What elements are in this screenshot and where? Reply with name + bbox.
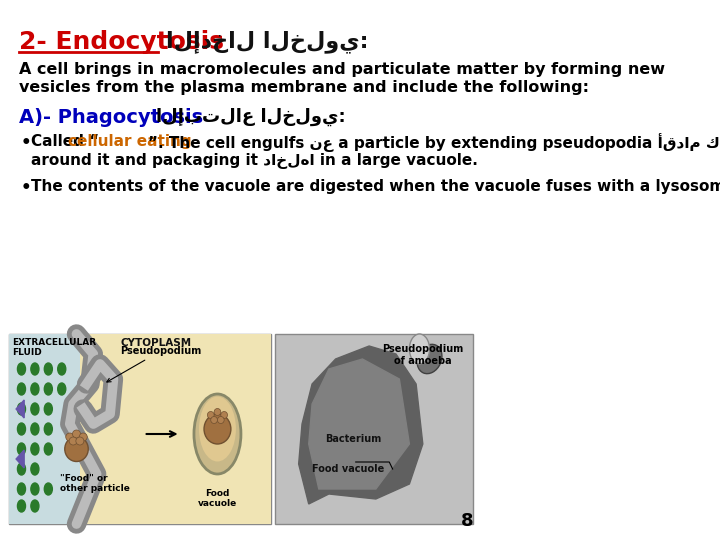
- Circle shape: [58, 363, 66, 375]
- Ellipse shape: [69, 437, 77, 445]
- Ellipse shape: [199, 396, 236, 462]
- Ellipse shape: [207, 411, 214, 418]
- Text: CYTOPLASM: CYTOPLASM: [120, 338, 192, 348]
- Circle shape: [31, 443, 39, 455]
- Text: Pseudopodium: Pseudopodium: [382, 344, 464, 354]
- Ellipse shape: [76, 437, 84, 445]
- Polygon shape: [16, 400, 24, 418]
- Text: ”. The cell engulfs نع a particle by extending pseudopodia أقدام كلبية: ”. The cell engulfs نع a particle by ext…: [148, 134, 720, 153]
- Polygon shape: [299, 346, 423, 504]
- Text: other particle: other particle: [60, 484, 130, 493]
- Circle shape: [31, 483, 39, 495]
- Text: EXTRACELLULAR: EXTRACELLULAR: [12, 338, 96, 347]
- Text: of amoeba: of amoeba: [394, 356, 451, 366]
- Text: 8: 8: [461, 512, 473, 530]
- Text: A)- Phagocytosis: A)- Phagocytosis: [19, 108, 203, 127]
- Circle shape: [45, 423, 53, 435]
- Polygon shape: [16, 450, 24, 468]
- Circle shape: [31, 500, 39, 512]
- Text: الإدخال الخلوي:: الإدخال الخلوي:: [166, 30, 369, 53]
- Text: "Food" or: "Food" or: [60, 474, 107, 483]
- Polygon shape: [309, 359, 410, 489]
- Circle shape: [45, 483, 53, 495]
- Text: •: •: [20, 179, 31, 197]
- Ellipse shape: [79, 433, 87, 441]
- Text: •: •: [20, 134, 31, 152]
- Circle shape: [17, 403, 25, 415]
- Text: Pseudopodium: Pseudopodium: [107, 346, 202, 382]
- Text: vesicles from the plasma membrane and include the following:: vesicles from the plasma membrane and in…: [19, 80, 589, 95]
- Circle shape: [17, 463, 25, 475]
- Text: الإبتلاع الخلوي:: الإبتلاع الخلوي:: [156, 108, 346, 126]
- Text: Food vacuole: Food vacuole: [312, 464, 384, 474]
- Ellipse shape: [66, 433, 74, 441]
- Circle shape: [45, 443, 53, 455]
- Text: Food: Food: [205, 489, 230, 498]
- Ellipse shape: [221, 411, 228, 418]
- Bar: [9, 334, 271, 524]
- Text: A cell brings in macromolecules and particulate matter by forming new: A cell brings in macromolecules and part…: [19, 62, 665, 77]
- Bar: [9, 334, 80, 524]
- Ellipse shape: [73, 430, 81, 438]
- Ellipse shape: [204, 414, 231, 444]
- Circle shape: [410, 334, 430, 364]
- Bar: [275, 334, 473, 524]
- Circle shape: [17, 383, 25, 395]
- Circle shape: [17, 483, 25, 495]
- Circle shape: [31, 363, 39, 375]
- Text: Called “: Called “: [31, 134, 99, 149]
- Circle shape: [31, 463, 39, 475]
- Circle shape: [31, 383, 39, 395]
- Text: around it and packaging it داخلها in a large vacuole.: around it and packaging it داخلها in a l…: [31, 153, 478, 169]
- Circle shape: [17, 443, 25, 455]
- Circle shape: [31, 423, 39, 435]
- Text: cellular eating: cellular eating: [68, 134, 192, 149]
- Ellipse shape: [211, 416, 217, 423]
- Ellipse shape: [214, 408, 221, 415]
- Text: vacuole: vacuole: [198, 499, 237, 508]
- Ellipse shape: [417, 345, 442, 374]
- Bar: [80, 334, 271, 524]
- Circle shape: [58, 383, 66, 395]
- Circle shape: [45, 363, 53, 375]
- Circle shape: [17, 423, 25, 435]
- Text: Bacterium: Bacterium: [325, 434, 382, 444]
- Ellipse shape: [194, 394, 241, 474]
- Text: The contents of the vacuole are digested when the vacuole fuses with a lysosome.: The contents of the vacuole are digested…: [31, 179, 720, 194]
- Circle shape: [31, 403, 39, 415]
- Circle shape: [45, 383, 53, 395]
- Circle shape: [17, 363, 25, 375]
- Circle shape: [17, 500, 25, 512]
- Text: 2- Endocytosis: 2- Endocytosis: [19, 30, 224, 54]
- Ellipse shape: [65, 436, 89, 462]
- Text: FLUID: FLUID: [12, 348, 42, 357]
- Circle shape: [45, 403, 53, 415]
- Ellipse shape: [217, 416, 224, 423]
